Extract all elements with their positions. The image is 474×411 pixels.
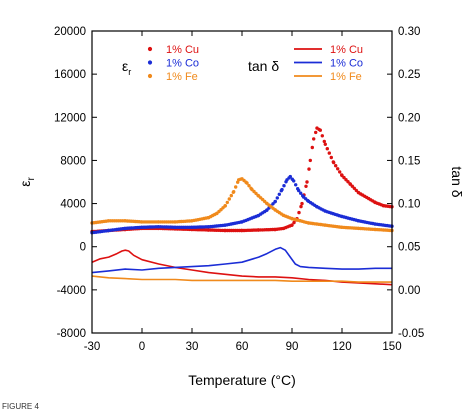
figure-caption: FIGURE 4: [2, 402, 39, 411]
x-tick-label: 0: [139, 341, 145, 353]
epsilon-point-1-cu: [327, 151, 331, 155]
right-tick-label: 0.30: [398, 26, 420, 38]
x-tick-label: 60: [236, 341, 249, 353]
epsilon-point-1-cu: [320, 134, 324, 138]
legend-marker: [147, 46, 153, 52]
epsilon-point-1-fe: [232, 190, 236, 194]
left-tick-label: -4000: [57, 285, 86, 297]
epsilon-point-1-fe: [225, 200, 229, 205]
epsilon-point-1-cu: [338, 170, 342, 174]
left-tick-label: -8000: [57, 328, 86, 340]
epsilon-point-1-cu: [305, 180, 309, 184]
legend-label: 1% Co: [166, 58, 199, 70]
epsilon-point-1-cu: [322, 139, 326, 144]
epsilon-point-1-cu: [318, 128, 322, 132]
epsilon-point-1-cu: [297, 210, 301, 215]
epsilon-point-1-fe: [227, 197, 231, 201]
epsilon-series-1-co: [90, 174, 394, 235]
legend-marker: [147, 73, 153, 79]
legend-tan-entry: 1% Co: [294, 58, 363, 70]
left-tick-label: 12000: [54, 112, 86, 124]
legend-epsilon-entry: 1% Fe: [147, 71, 198, 83]
epsilon-point-1-co: [292, 179, 296, 183]
epsilon-point-1-co: [280, 187, 284, 192]
right-axis-title: tan δ: [449, 166, 465, 197]
epsilon-point-1-fe: [245, 181, 249, 185]
right-tick-label: 0.00: [398, 285, 420, 297]
epsilon-point-1-cu: [292, 220, 296, 225]
epsilon-point-1-co: [299, 191, 303, 195]
legend-tan-entry: 1% Fe: [294, 71, 362, 83]
left-tick-label: 0: [80, 242, 86, 254]
epsilon-point-1-cu: [334, 164, 338, 168]
left-axis-title-text: εr: [17, 177, 37, 187]
right-tick-label: 0.10: [398, 199, 420, 211]
epsilon-point-1-cu: [332, 160, 336, 165]
epsilon-point-1-fe: [247, 184, 251, 188]
epsilon-point-1-co: [273, 199, 277, 204]
x-tick-label: 90: [286, 341, 299, 353]
right-tick-label: 0.05: [398, 242, 420, 254]
epsilon-point-1-cu: [290, 223, 294, 227]
legend-tan-group: tan δ 1% Cu 1% Co1% Fe: [248, 44, 363, 83]
epsilon-point-1-cu: [314, 130, 318, 135]
epsilon-point-1-cu: [307, 167, 311, 171]
legend-epsilon-title: εr: [122, 58, 131, 77]
legend-tan-title: tan δ: [248, 58, 279, 74]
legend-marker: [147, 60, 153, 65]
epsilon-point-1-cu: [310, 145, 314, 150]
tick-layer: -30 0 30 60 90 120 150 -8000 -4000 0 4000 8000 12000…: [54, 26, 424, 353]
x-tick-label: 30: [186, 341, 199, 353]
legend-label: 1% Cu: [330, 44, 363, 56]
epsilon-point-1-cu: [300, 201, 304, 206]
epsilon-point-1-cu: [329, 155, 333, 160]
legend-epsilon-title-subscript: r: [128, 67, 131, 77]
legend-epsilon-entry: 1% Co: [147, 58, 199, 70]
tan-delta-line-1-fe: [91, 275, 392, 283]
legend-label: 1% Cu: [166, 44, 199, 56]
legend-label: 1% Fe: [330, 71, 362, 83]
epsilon-point-1-cu: [336, 167, 340, 171]
epsilon-point-1-fe: [229, 193, 233, 198]
legend-label: 1% Fe: [166, 71, 198, 83]
left-tick-label: 8000: [60, 155, 86, 167]
legend-epsilon-entry: 1% Cu: [147, 44, 199, 56]
left-tick-label: 16000: [54, 69, 86, 81]
epsilon-point-1-fe: [234, 185, 238, 189]
epsilon-point-1-co: [275, 196, 279, 200]
epsilon-point-1-co: [297, 188, 301, 193]
data-layer: [90, 126, 394, 286]
x-axis-title: Temperature (°C): [188, 372, 296, 388]
left-tick-label: 20000: [54, 26, 86, 38]
x-tick-label: 120: [332, 341, 351, 353]
epsilon-point-1-co: [294, 183, 298, 187]
right-tick-label: 0.20: [398, 112, 420, 124]
x-tick-label: 150: [382, 341, 401, 353]
right-tick-label: 0.25: [398, 69, 420, 81]
legend-epsilon-group: 1% Cu 1% Co1% Fe εr: [122, 44, 199, 83]
tan-delta-line-1-co: [91, 246, 392, 274]
epsilon-point-1-fe: [223, 204, 227, 208]
legend-label: 1% Co: [330, 58, 363, 70]
left-tick-label: 4000: [60, 199, 86, 211]
epsilon-series-1-fe: [90, 177, 394, 233]
legend-tan-entry: 1% Cu: [294, 44, 363, 56]
epsilon-point-1-cu: [304, 184, 308, 188]
epsilon-point-1-co: [277, 192, 281, 196]
epsilon-point-1-cu: [323, 142, 327, 146]
left-axis-title-subscript: r: [26, 177, 37, 181]
left-axis-title: εr: [17, 177, 37, 187]
epsilon-point-1-co: [282, 184, 286, 188]
epsilon-point-1-co: [288, 174, 292, 179]
right-tick-label: -0.05: [398, 328, 424, 340]
epsilon-point-1-cu: [325, 147, 329, 151]
epsilon-point-1-cu: [312, 137, 316, 141]
epsilon-point-1-cu: [308, 158, 312, 163]
epsilon-point-1-cu: [299, 204, 303, 209]
x-tick-label: -30: [84, 341, 101, 353]
right-tick-label: 0.15: [398, 155, 420, 167]
